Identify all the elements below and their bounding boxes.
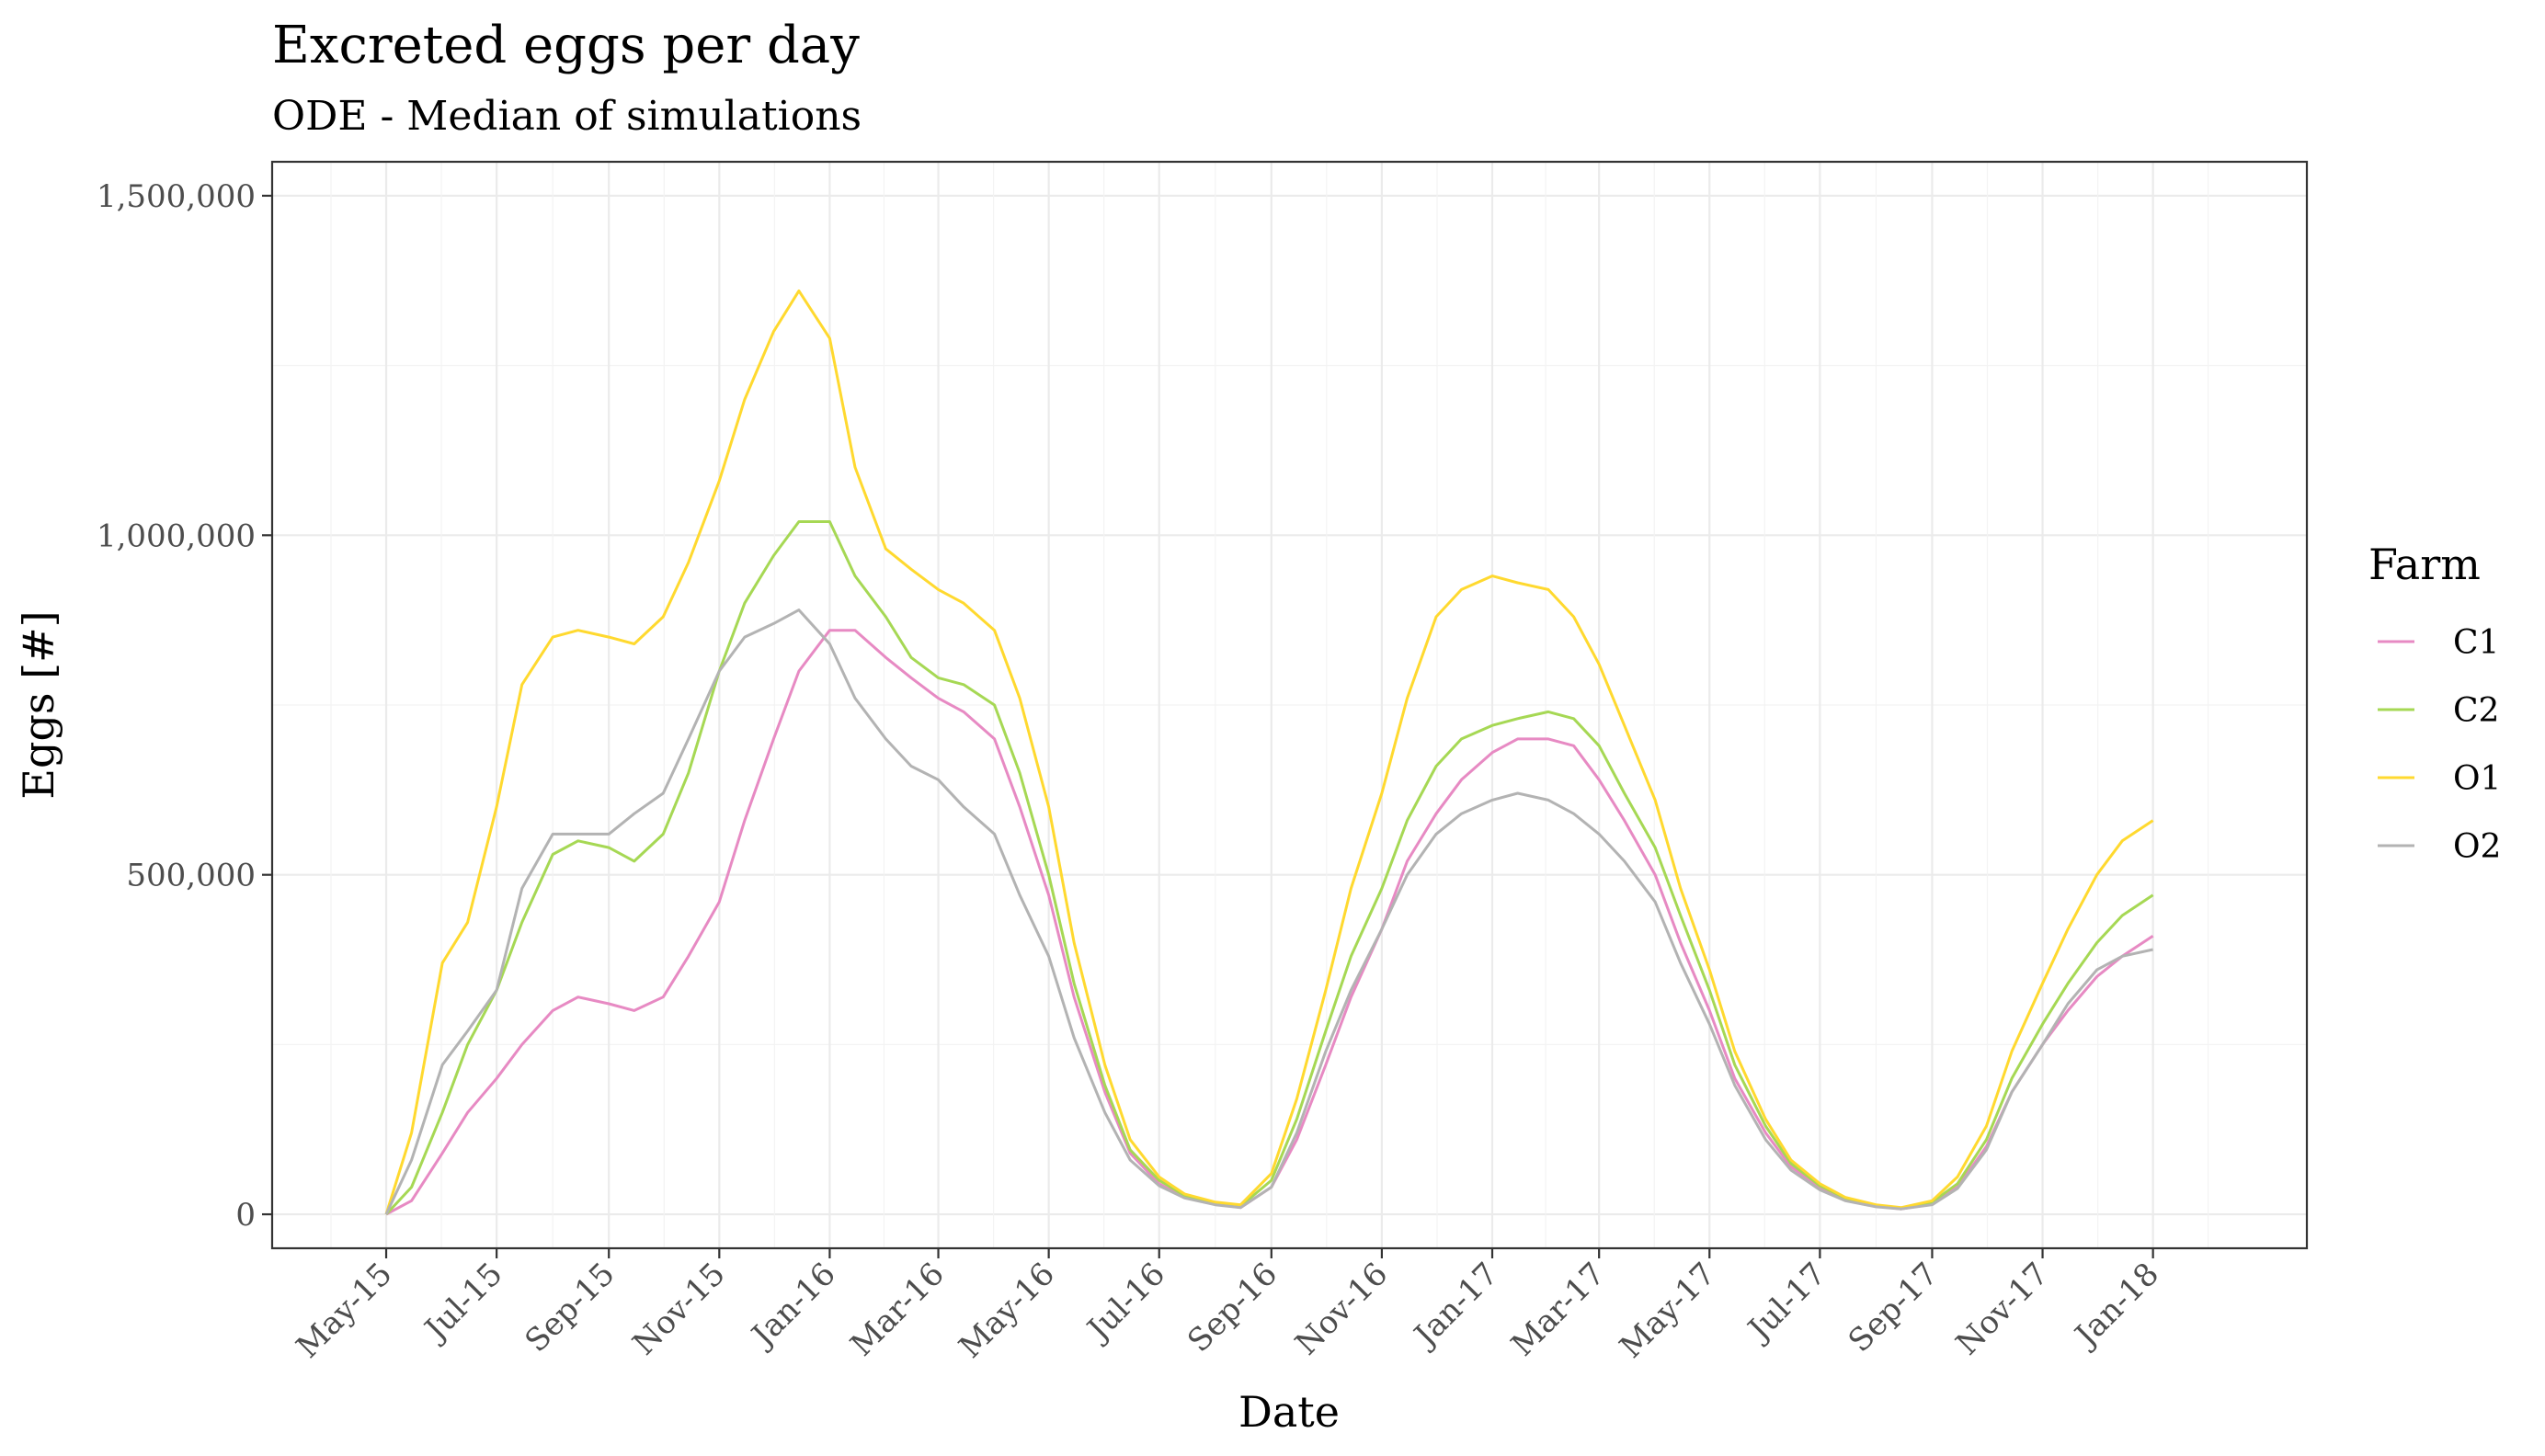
x-tick-label: Mar-16 <box>843 1256 951 1363</box>
legend-label-c1: C1 <box>2453 624 2499 662</box>
legend-label-o1: O1 <box>2453 760 2501 798</box>
legend-label-o2: O2 <box>2453 828 2501 866</box>
x-tick-label: Jan-18 <box>2066 1256 2166 1356</box>
legend-label-c2: C2 <box>2453 692 2499 730</box>
legend-title: Farm <box>2368 540 2481 589</box>
x-tick-label: Jan-16 <box>743 1256 843 1356</box>
x-tick-label: Nov-16 <box>1288 1256 1395 1362</box>
series-line-o1 <box>384 289 2154 1215</box>
x-axis-title: Date <box>1238 1387 1340 1437</box>
x-tick-label: Jul-15 <box>417 1256 510 1349</box>
y-tick-label: 1,000,000 <box>97 518 256 554</box>
x-tick-label: May-15 <box>290 1256 400 1366</box>
y-axis: 0 500,000 1,000,000 1,500,000 <box>97 178 272 1234</box>
x-tick-label: Jul-17 <box>1740 1256 1833 1349</box>
series-lines <box>384 289 2154 1216</box>
series-line-o2 <box>384 609 2153 1215</box>
x-axis: May-15 Jul-15 Sep-15 Nov-15 Jan-16 Mar-16 May-… <box>290 1248 2166 1366</box>
grid <box>272 162 2307 1248</box>
x-tick-label: May-16 <box>952 1256 1062 1366</box>
legend: Farm C1 C2 O1 O2 <box>2368 540 2501 866</box>
x-tick-label: Sep-15 <box>518 1256 622 1359</box>
y-tick-label: 1,500,000 <box>97 178 256 215</box>
x-tick-label: Nov-15 <box>626 1256 733 1362</box>
y-axis-title: Eggs [#] <box>14 610 63 799</box>
y-tick-label: 0 <box>235 1197 256 1234</box>
x-tick-label: Jan-17 <box>1406 1256 1506 1356</box>
chart-title: Excreted eggs per day <box>272 16 860 75</box>
x-tick-label: Mar-17 <box>1504 1256 1612 1363</box>
y-tick-label: 500,000 <box>126 858 256 894</box>
plot-border <box>270 160 2309 1250</box>
x-tick-label: Sep-16 <box>1181 1256 1284 1359</box>
x-tick-label: Jul-16 <box>1078 1256 1172 1349</box>
x-tick-label: May-17 <box>1613 1256 1723 1366</box>
x-tick-label: Nov-17 <box>1949 1256 2056 1362</box>
chart-subtitle: ODE - Median of simulations <box>272 93 862 140</box>
x-tick-label: Sep-17 <box>1842 1256 1946 1359</box>
